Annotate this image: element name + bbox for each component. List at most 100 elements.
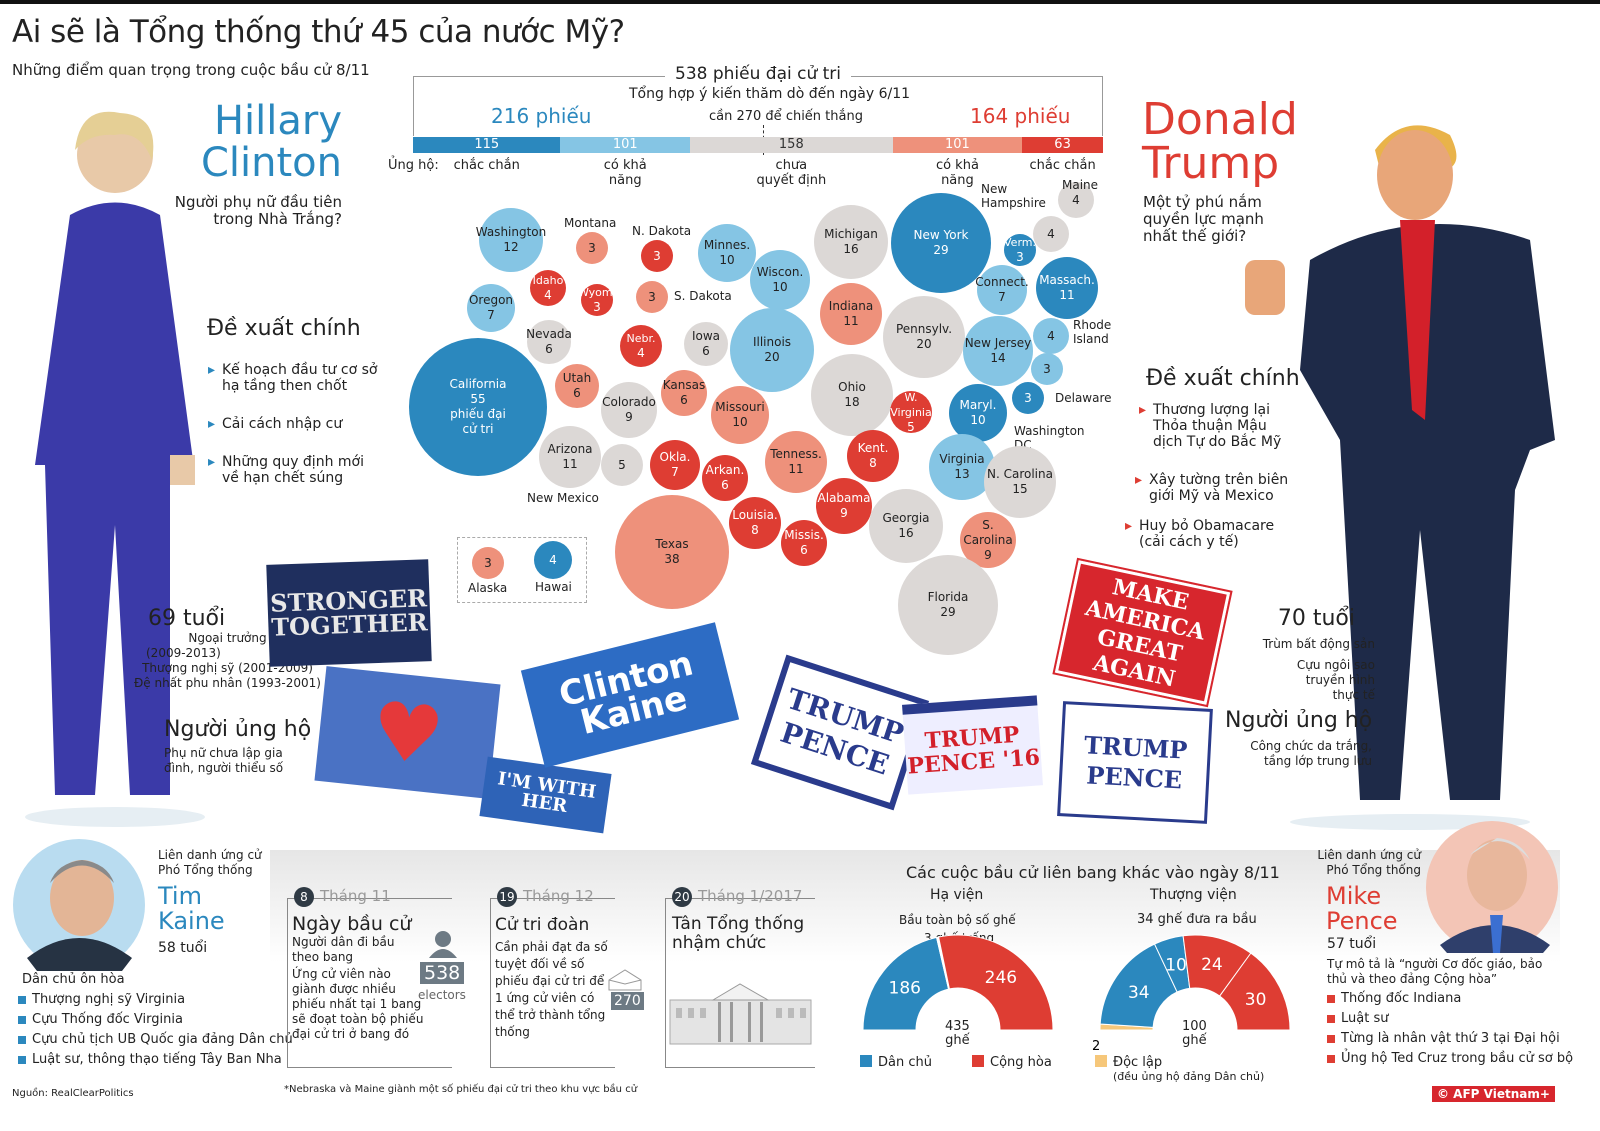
state-votes: 3 [1016, 250, 1024, 264]
kaine-item: Cựu chủ tịch UB Quốc gia đảng Dân chủ [16, 1030, 293, 1050]
step-text: Người dân đi bầu theo bang [292, 935, 395, 964]
state-bubble: 3 [576, 232, 608, 264]
state-bubble: Arizona 11 [539, 426, 601, 488]
state-name: New Jersey [964, 336, 1032, 350]
clinton-career: Đệ nhất phu nhân (1993-2001) [134, 676, 321, 690]
state-name: Okla. [659, 450, 691, 464]
clinton-proposal: Những quy định mới về hạn chết súng [208, 454, 383, 486]
trump-supporters: Công chức da trắng, tầng lớp trung lưu [1250, 739, 1372, 768]
bar-segment-label: có khả năng [935, 158, 979, 188]
state-votes: 3 [593, 300, 601, 314]
house-total-unit: ghế [945, 1033, 970, 1048]
state-name: Missis. [784, 528, 824, 542]
state-name-label: New Hampshire [981, 182, 1046, 210]
state-name: Nevada [526, 327, 572, 341]
trump-proposal: Xây tường trên biên giới Mỹ và Mexico [1135, 472, 1295, 504]
seat-segment-dem [862, 936, 950, 1031]
seat-value: 10 [1165, 956, 1187, 976]
state-votes: 11 [843, 314, 859, 328]
step-text: Ứng cử viên nào giành được nhiều phiếu n… [292, 967, 424, 1041]
state-votes: 3 [1024, 390, 1032, 405]
state-votes: 13 [954, 467, 970, 481]
legend-rep: Cộng hòa [972, 1055, 1052, 1070]
pence-item: Từng là nhân vật thứ 3 tại Đại hội [1325, 1029, 1573, 1049]
state-name: Utah [562, 371, 592, 385]
sign-trump-pence-white: TRUMP PENCE [1057, 701, 1213, 824]
page-title: Ai sẽ là Tổng thống thứ 45 của nước Mỹ? [12, 14, 625, 50]
state-votes: 29 [940, 605, 956, 619]
state-votes: 3 [648, 289, 656, 304]
state-votes: 6 [721, 478, 729, 492]
house-total: 435 ghế [945, 1020, 970, 1048]
bar-segment-safe_dem: 115 [413, 137, 561, 153]
state-votes: 3 [484, 555, 492, 570]
person-icon [429, 931, 457, 958]
state-votes: 9 [625, 410, 633, 424]
state-bubble: Tenness. 11 [765, 431, 827, 493]
kaine-last-name: Kaine [158, 907, 225, 935]
state-bubble: Ohio 18 [811, 354, 893, 436]
clinton-age: 69 tuổi [148, 606, 226, 631]
state-votes: 6 [800, 543, 808, 557]
state-votes: 10 [732, 415, 748, 429]
state-bubble: Minnes. 10 [698, 224, 756, 282]
state-votes: 4 [544, 288, 552, 302]
seat-value: 30 [1245, 990, 1267, 1010]
state-bubble: Kent. 8 [847, 430, 899, 482]
state-votes: 3 [588, 240, 596, 255]
state-name: S. Carolina [963, 517, 1013, 547]
kaine-name: Tim Kaine [158, 884, 225, 934]
state-bubble: Washington 12 [476, 208, 546, 272]
state-votes: 10 [772, 280, 788, 294]
state-votes: 55 [470, 392, 486, 406]
state-bubble: 3 [641, 240, 673, 272]
sign-trump-pence: TRUMP PENCE [750, 654, 930, 811]
clinton-career: Ngoại trưởng [188, 631, 267, 645]
threshold-label: cần 270 để chiến thắng [709, 109, 863, 124]
state-name: Wiscon. [756, 265, 804, 279]
credit-logo: © AFP Vietnam+ [1432, 1086, 1555, 1102]
top-rule [0, 0, 1600, 4]
state-votes: 3 [1043, 361, 1051, 376]
state-bubble: Wyom. 3 [578, 284, 616, 316]
state-votes: 7 [671, 465, 679, 479]
state-name: Arkan. [705, 463, 745, 477]
state-bubble: Alabama 9 [816, 478, 872, 534]
state-name: New York [913, 228, 969, 242]
bar-segment-label: chắc chắn [1029, 158, 1096, 173]
state-votes: 4 [1047, 226, 1055, 241]
bar-segment-tossup: 158 [690, 137, 893, 153]
state-name-label: Maine [1062, 178, 1099, 192]
state-bubble: 4 [1033, 318, 1069, 354]
congress-hemicycles: 186 246 2 34 10 24 30 [862, 934, 1291, 1054]
state-bubble: New York 29 [891, 193, 991, 293]
kaine-desc: Dân chủ ôn hòa [22, 972, 125, 987]
state-name: Missouri [715, 400, 765, 414]
pence-item: Ủng hộ Ted Cruz trong bầu cử sơ bộ [1325, 1049, 1573, 1069]
state-name: Minnes. [703, 238, 751, 252]
state-name: Tenness. [770, 447, 822, 461]
state-bubble: Michigan 16 [814, 205, 888, 279]
state-name: Maryl. [959, 398, 997, 412]
seat-segment-rep [1218, 952, 1291, 1031]
sign-hillary-logo: ♥ [314, 666, 501, 799]
state-name: Michigan [824, 227, 878, 241]
state-bubble: 3 [1012, 382, 1044, 414]
state-votes: 3 [653, 248, 661, 263]
state-bubble: Georgia 16 [869, 489, 943, 563]
step-title: Tân Tổng thống nhậm chức [672, 914, 805, 953]
trump-name: Donald Trump [1142, 98, 1298, 186]
state-bubble: Okla. 7 [650, 440, 700, 490]
state-name-label: Montana [564, 216, 617, 230]
state-bubble: Massach. 11 [1036, 257, 1098, 319]
sign-stronger-together: STRONGER TOGETHER [266, 559, 432, 667]
bar-segment-label: có khả năng [603, 158, 647, 188]
kaine-first-name: Tim [158, 882, 202, 910]
state-votes: 38 [664, 552, 680, 566]
bar-segment-safe_rep: 63 [1022, 137, 1103, 153]
state-name: Connect. [975, 275, 1029, 289]
clinton-supporters-title: Người ủng hộ [164, 717, 312, 742]
pence-item: Thống đốc Indiana [1325, 989, 1573, 1009]
senate-title: Thượng viện [1150, 887, 1237, 903]
state-name: Illinois [752, 335, 792, 349]
